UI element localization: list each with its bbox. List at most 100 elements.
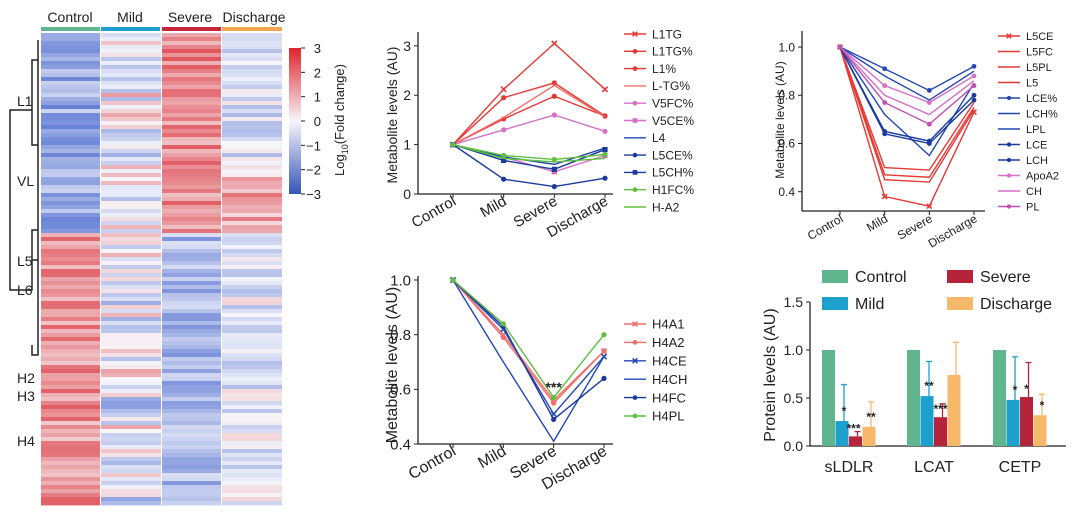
- significance-label: *: [842, 404, 847, 418]
- heatmap-cell: [222, 237, 282, 242]
- heatmap-cell: [222, 109, 282, 114]
- series-line: [452, 279, 605, 421]
- heatmap-cell: [101, 477, 161, 482]
- heatmap-cell: [162, 93, 221, 98]
- legend-label: LCH: [1026, 155, 1048, 167]
- heatmap-cell: [101, 285, 161, 290]
- heatmap-cell: [41, 233, 100, 238]
- heatmap-cell: [41, 405, 100, 410]
- heatmap-cell: [222, 317, 282, 322]
- y-axis-title: Metabolite levels (AU): [773, 61, 787, 178]
- series-line: [452, 143, 606, 161]
- heatmap-cell: [101, 137, 161, 142]
- heatmap-cell: [222, 229, 282, 234]
- x-tick-label: Control: [805, 211, 846, 242]
- heatmap-cells: [41, 33, 282, 506]
- data-point: [601, 375, 607, 381]
- heatmap-cell: [101, 441, 161, 446]
- heatmap-cell: [41, 273, 100, 278]
- heatmap-cell: [41, 401, 100, 406]
- series-line: [839, 46, 975, 126]
- heatmap-cell: [101, 233, 161, 238]
- data-point: [551, 112, 557, 118]
- heatmap-cell: [162, 493, 221, 498]
- heatmap-cell: [101, 249, 161, 254]
- heatmap-cell: [222, 161, 282, 166]
- heatmap-cell: [101, 365, 161, 370]
- heatmap-cell: [162, 265, 221, 270]
- heatmap-cell: [162, 69, 221, 74]
- heatmap-cell: [162, 421, 221, 426]
- bar-severe: [934, 417, 947, 446]
- heatmap-cell: [162, 381, 221, 386]
- heatmap-cell: [41, 365, 100, 370]
- heatmap-cell: [162, 193, 221, 198]
- x-tick-label: Mild: [864, 211, 890, 234]
- heatmap-cell: [222, 321, 282, 326]
- heatmap-cell: [41, 201, 100, 206]
- legend-item: ApoA2: [998, 170, 1059, 182]
- heatmap-cell: [41, 49, 100, 54]
- data-point: [501, 157, 507, 164]
- heatmap-cell: [41, 61, 100, 66]
- heatmap-cell: [222, 249, 282, 254]
- data-point: [926, 121, 932, 127]
- legend-label: L5PL: [1026, 62, 1052, 74]
- heatmap-cell: [222, 413, 282, 418]
- heatmap-cell: [222, 157, 282, 162]
- bar-mild: [920, 396, 934, 446]
- heatmap-cell: [222, 265, 282, 270]
- heatmap-cell: [162, 113, 221, 118]
- series-line: [839, 46, 975, 178]
- series-L5FC: [839, 46, 975, 183]
- heatmap-cell: [162, 197, 221, 202]
- data-point: [602, 146, 608, 153]
- data-point: [1006, 157, 1012, 163]
- series-line: [452, 279, 605, 405]
- heatmap-cell: [41, 33, 100, 38]
- legend-label: PL: [1026, 201, 1039, 213]
- x-tick-label: sLDLR: [825, 459, 874, 476]
- heatmap-cell: [222, 373, 282, 378]
- heatmap-cell: [101, 381, 161, 386]
- heatmap-cell: [41, 385, 100, 390]
- heatmap-cell: [41, 213, 100, 218]
- heatmap-cell: [41, 177, 100, 182]
- heatmap-cell: [101, 309, 161, 314]
- heatmap-cell: [101, 437, 161, 442]
- heatmap-cell: [41, 117, 100, 122]
- heatmap-cell: [101, 445, 161, 450]
- heatmap-cell: [222, 93, 282, 98]
- heatmap-cell: [222, 153, 282, 158]
- series-CH: [839, 46, 975, 116]
- data-point: [632, 395, 638, 400]
- heatmap-cell: [41, 121, 100, 126]
- data-point: [971, 63, 977, 69]
- heatmap-cell: [222, 301, 282, 306]
- data-point: [632, 66, 638, 71]
- data-point: [601, 86, 609, 93]
- heatmap-cell: [222, 141, 282, 146]
- legend-label: L5: [1026, 77, 1038, 89]
- series-line: [452, 143, 606, 166]
- heatmap-column-bar-mild: [101, 27, 160, 31]
- heatmap-cell: [101, 121, 161, 126]
- legend-item: CH: [998, 186, 1042, 198]
- data-point: [602, 113, 608, 119]
- x-tick-label: Control: [406, 443, 459, 484]
- heatmap-cell: [101, 57, 161, 62]
- heatmap-cell: [41, 425, 100, 430]
- data-point: [632, 152, 638, 158]
- heatmap-cell: [41, 205, 100, 210]
- y-tick-label: 0.0: [784, 438, 804, 454]
- series-H4A2: [450, 277, 607, 406]
- legend-swatch: [822, 270, 848, 283]
- heatmap-cell: [101, 281, 161, 286]
- heatmap-cell: [101, 109, 161, 114]
- data-point: [1006, 173, 1012, 178]
- heatmap-cell: [41, 197, 100, 202]
- heatmap-cell: [41, 297, 100, 302]
- series-H4PL: [450, 277, 607, 401]
- heatmap-cell: [41, 137, 100, 142]
